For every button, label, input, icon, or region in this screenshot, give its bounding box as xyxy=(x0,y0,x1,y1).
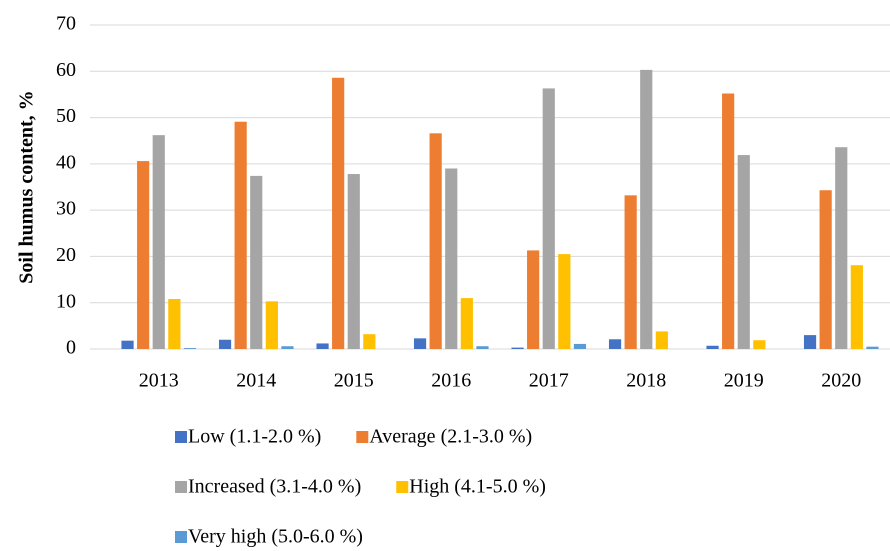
x-tick-label: 2016 xyxy=(431,370,471,392)
bar xyxy=(332,77,345,349)
bar xyxy=(640,69,653,349)
bar xyxy=(706,345,719,349)
legend-label: Increased (3.1-4.0 %) xyxy=(188,476,361,498)
bar xyxy=(527,250,540,349)
legend-swatch xyxy=(175,531,187,543)
x-tick-label: 2018 xyxy=(626,370,666,392)
bar xyxy=(655,331,668,349)
bar xyxy=(803,335,817,349)
bar xyxy=(347,174,360,349)
legend-swatch xyxy=(356,431,369,443)
y-tick-label: 60 xyxy=(56,59,76,81)
legend-swatch xyxy=(175,431,187,443)
x-tick-label: 2015 xyxy=(334,370,374,392)
bar xyxy=(265,301,278,349)
bar xyxy=(445,168,458,349)
bar xyxy=(866,346,879,349)
bar xyxy=(608,339,622,349)
bar xyxy=(316,343,329,349)
bar xyxy=(250,175,263,349)
legend-label: High (4.1-5.0 %) xyxy=(409,476,546,498)
bar xyxy=(558,254,571,349)
y-tick-label: 10 xyxy=(56,290,76,312)
bar xyxy=(234,121,247,349)
legend-swatch xyxy=(175,481,187,493)
legend-label: Very high (5.0-6.0 %) xyxy=(188,526,363,548)
bar xyxy=(722,93,735,349)
bar xyxy=(573,343,587,349)
legend-label: Low (1.1-2.0 %) xyxy=(188,426,321,448)
y-tick-label: 40 xyxy=(56,151,76,173)
bar xyxy=(121,340,134,349)
x-tick-label: 2020 xyxy=(821,370,861,392)
x-tick-label: 2013 xyxy=(139,370,179,392)
y-axis-label: Soil humus content, % xyxy=(16,90,38,283)
y-tick-label: 20 xyxy=(56,244,76,266)
bar xyxy=(819,190,832,349)
bar xyxy=(753,340,766,349)
bar xyxy=(183,348,197,349)
legend-label: Average (2.1-3.0 %) xyxy=(369,426,532,448)
bar xyxy=(429,133,442,349)
x-tick-label: 2019 xyxy=(724,370,764,392)
y-tick-label: 30 xyxy=(56,198,76,220)
legend-swatch xyxy=(396,481,409,493)
bar xyxy=(168,299,181,349)
bar xyxy=(737,155,750,349)
bar xyxy=(511,347,524,349)
bar xyxy=(137,161,150,349)
bar xyxy=(835,147,848,349)
y-tick-label: 50 xyxy=(56,105,76,127)
bar xyxy=(850,265,863,349)
y-tick-label: 0 xyxy=(66,337,76,359)
bar xyxy=(218,339,232,349)
x-tick-label: 2017 xyxy=(529,370,569,392)
bar xyxy=(363,334,376,349)
bar xyxy=(476,346,489,349)
bar xyxy=(281,346,294,349)
y-tick-label: 70 xyxy=(56,13,76,35)
bar xyxy=(413,338,427,349)
bar xyxy=(460,298,473,349)
bar xyxy=(624,195,637,349)
bar xyxy=(542,88,555,349)
bar xyxy=(152,135,165,349)
x-tick-label: 2014 xyxy=(236,370,276,392)
